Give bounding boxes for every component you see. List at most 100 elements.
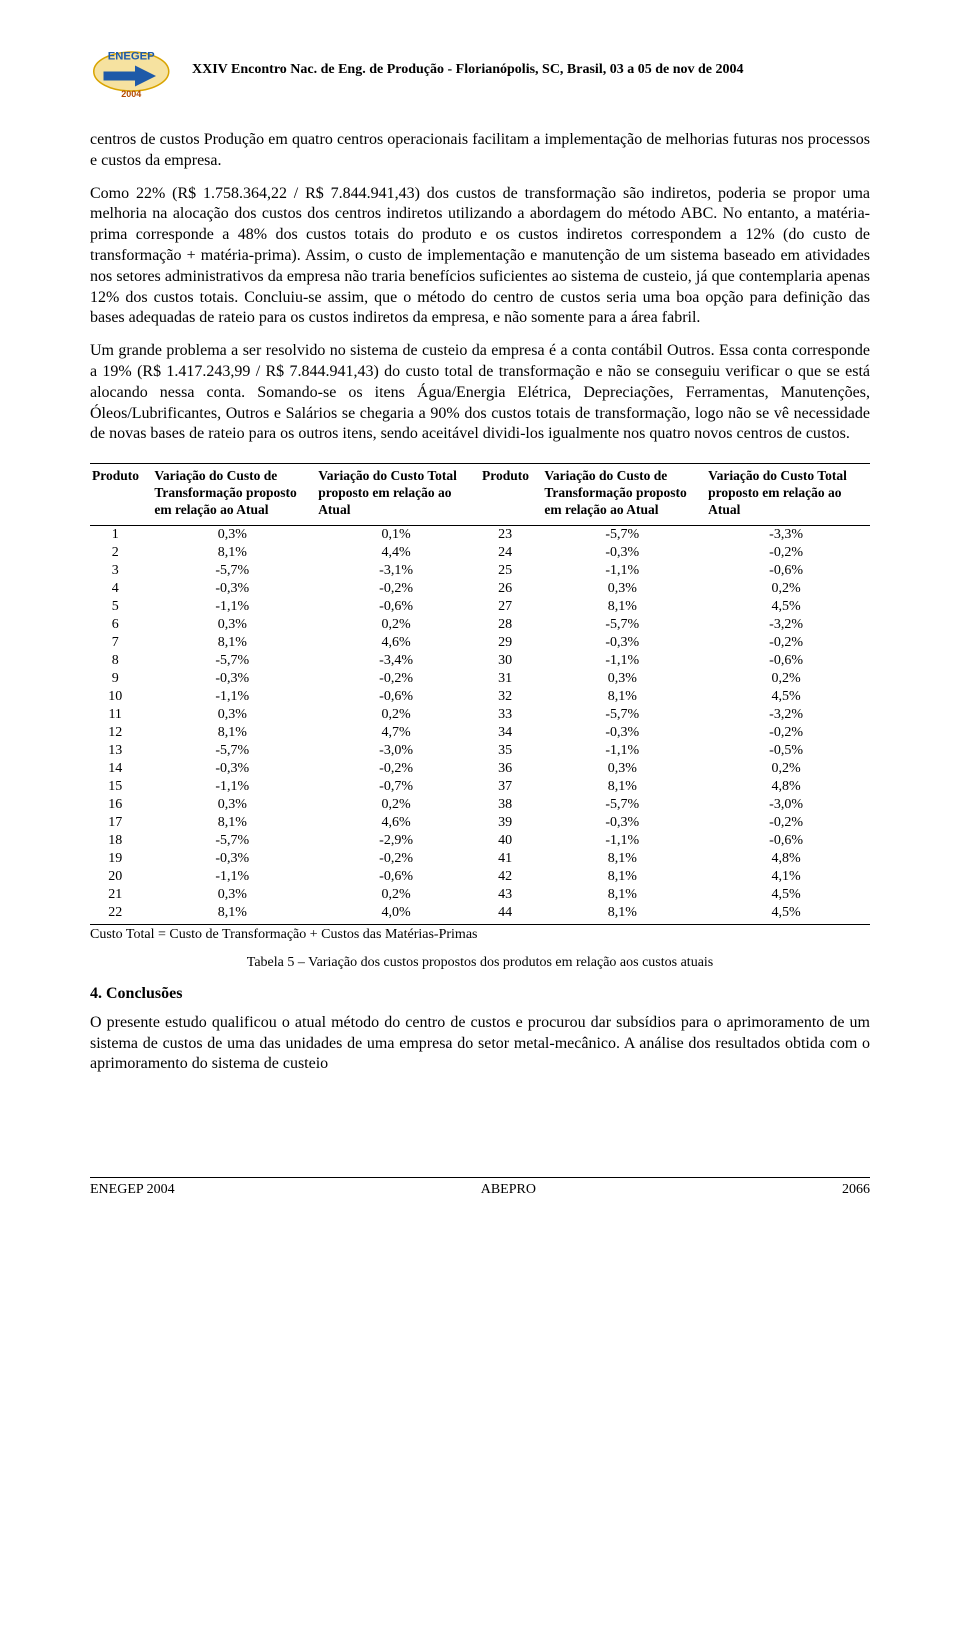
table-cell: 0,3%	[542, 580, 706, 598]
table-cell: 28	[480, 616, 542, 634]
table-row: 228,1%4,0%448,1%4,5%	[90, 904, 870, 922]
table-row: 4-0,3%-0,2%260,3%0,2%	[90, 580, 870, 598]
table-cell: 4,5%	[706, 886, 870, 904]
enegep-logo-icon: ENEGEP 2004	[90, 40, 180, 100]
table-cell: 8,1%	[542, 688, 706, 706]
table-cell: 31	[480, 670, 542, 688]
table-cell: 4,7%	[316, 724, 480, 742]
table-cell: 11	[90, 706, 152, 724]
footer-center: ABEPRO	[481, 1182, 536, 1198]
table-cell: -2,9%	[316, 832, 480, 850]
table-cell: -0,3%	[152, 760, 316, 778]
table-cell: 4,8%	[706, 850, 870, 868]
table-cell: 0,2%	[706, 760, 870, 778]
table-row: 210,3%0,2%438,1%4,5%	[90, 886, 870, 904]
table-cell: 14	[90, 760, 152, 778]
table-cell: -5,7%	[542, 706, 706, 724]
table-cell: -0,6%	[316, 598, 480, 616]
table-cell: 42	[480, 868, 542, 886]
table-row: 8-5,7%-3,4%30-1,1%-0,6%	[90, 652, 870, 670]
variation-table: Produto Variação do Custo de Transformaç…	[90, 463, 870, 943]
table-cell: 0,2%	[706, 580, 870, 598]
th-var-total-2: Variação do Custo Total proposto em rela…	[706, 464, 870, 526]
table-cell: 1	[90, 525, 152, 544]
table-cell: 35	[480, 742, 542, 760]
th-produto-2: Produto	[480, 464, 542, 526]
table-cell: -0,3%	[152, 580, 316, 598]
table-cell: 37	[480, 778, 542, 796]
table-cell: -0,3%	[542, 634, 706, 652]
table-cell: 23	[480, 525, 542, 544]
table-cell: 8,1%	[152, 544, 316, 562]
table-cell: 32	[480, 688, 542, 706]
table-cell: 7	[90, 634, 152, 652]
paragraph-3: Um grande problema a ser resolvido no si…	[90, 341, 870, 445]
table-cell: 3	[90, 562, 152, 580]
table-cell: 25	[480, 562, 542, 580]
table-cell: 8,1%	[152, 724, 316, 742]
table-cell: 0,2%	[706, 670, 870, 688]
table-row: 15-1,1%-0,7%378,1%4,8%	[90, 778, 870, 796]
table-cell: -3,0%	[706, 796, 870, 814]
table-cell: -5,7%	[542, 525, 706, 544]
table-cell: 36	[480, 760, 542, 778]
table-row: 160,3%0,2%38-5,7%-3,0%	[90, 796, 870, 814]
table-cell: 6	[90, 616, 152, 634]
table-cell: 44	[480, 904, 542, 922]
table-cell: 8,1%	[542, 850, 706, 868]
table-cell: 0,2%	[316, 886, 480, 904]
table-cell: 34	[480, 724, 542, 742]
table-cell: 43	[480, 886, 542, 904]
table-cell: -1,1%	[542, 652, 706, 670]
table-cell: -0,7%	[316, 778, 480, 796]
table-cell: 4,5%	[706, 904, 870, 922]
table-cell: -0,2%	[316, 580, 480, 598]
table-cell: 0,3%	[542, 670, 706, 688]
table-cell: 4,8%	[706, 778, 870, 796]
table-cell: 0,1%	[316, 525, 480, 544]
svg-text:2004: 2004	[121, 89, 141, 99]
paragraph-1: centros de custos Produção em quatro cen…	[90, 130, 870, 172]
table-cell: 30	[480, 652, 542, 670]
table-cell: -5,7%	[152, 562, 316, 580]
table-cell: 4	[90, 580, 152, 598]
table-cell: -1,1%	[152, 868, 316, 886]
table-cell: -1,1%	[152, 598, 316, 616]
table-cell: -1,1%	[542, 562, 706, 580]
table-cell: 8,1%	[542, 868, 706, 886]
footer-left: ENEGEP 2004	[90, 1182, 175, 1198]
th-produto-1: Produto	[90, 464, 152, 526]
table-cell: 0,3%	[542, 760, 706, 778]
footer-right: 2066	[842, 1182, 870, 1198]
table-cell: -0,2%	[706, 544, 870, 562]
table-cell: -0,6%	[706, 832, 870, 850]
table-cell: 18	[90, 832, 152, 850]
table-cell: -3,2%	[706, 706, 870, 724]
table-cell: -3,1%	[316, 562, 480, 580]
table-cell: -1,1%	[542, 832, 706, 850]
table-row: 10,3%0,1%23-5,7%-3,3%	[90, 525, 870, 544]
table-cell: 0,3%	[152, 616, 316, 634]
table-cell: 8	[90, 652, 152, 670]
table-cell: 15	[90, 778, 152, 796]
conclusion-paragraph-1: O presente estudo qualificou o atual mét…	[90, 1013, 870, 1075]
table-cell: -3,2%	[706, 616, 870, 634]
table-cell: 33	[480, 706, 542, 724]
table-cell: 8,1%	[542, 598, 706, 616]
table-row: 19-0,3%-0,2%418,1%4,8%	[90, 850, 870, 868]
table-cell: 9	[90, 670, 152, 688]
table-cell: -0,3%	[542, 724, 706, 742]
table-cell: 39	[480, 814, 542, 832]
table-cell: 8,1%	[542, 778, 706, 796]
table-cell: 4,6%	[316, 814, 480, 832]
table-cell: 4,6%	[316, 634, 480, 652]
table-cell: 16	[90, 796, 152, 814]
table-cell: 4,4%	[316, 544, 480, 562]
table-row: 60,3%0,2%28-5,7%-3,2%	[90, 616, 870, 634]
table-cell: -0,2%	[706, 724, 870, 742]
table-cell: -0,3%	[542, 544, 706, 562]
table-row: 20-1,1%-0,6%428,1%4,1%	[90, 868, 870, 886]
table-cell: -5,7%	[152, 832, 316, 850]
table-cell: -5,7%	[152, 742, 316, 760]
table-cell: -0,3%	[542, 814, 706, 832]
